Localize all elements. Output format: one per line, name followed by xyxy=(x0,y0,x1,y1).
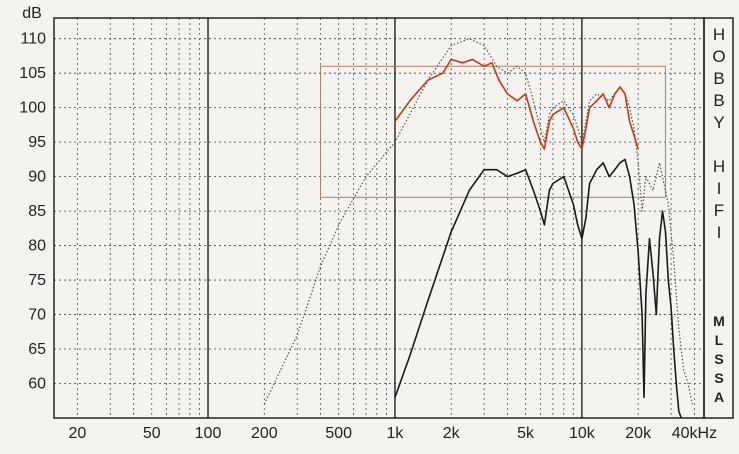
y-tick-labels: 60 65 70 75 80 85 90 95 100 105 110 xyxy=(19,31,46,393)
x-tick-label: 20 xyxy=(68,425,86,442)
side-panel xyxy=(703,17,734,419)
y-axis-label: dB xyxy=(22,5,42,22)
x-tick-labels: 20 50 100 200 500 1k 2k 5k 10k 20k 40kHz xyxy=(68,425,717,442)
side-letter: S xyxy=(714,351,723,367)
series-line-1 xyxy=(394,158,682,419)
y-tick-label: 100 xyxy=(19,100,46,117)
y-tick-label: 65 xyxy=(28,341,46,358)
x-tick-label: 20k xyxy=(625,425,652,442)
x-tick-label: 500 xyxy=(325,425,352,442)
x-tick-label: 5k xyxy=(517,425,535,442)
side-letter: H xyxy=(713,157,725,176)
y-tick-label: 95 xyxy=(28,134,46,151)
x-tick-label: 2k xyxy=(443,425,461,442)
series-line-2 xyxy=(263,38,693,405)
x-tick-label: 200 xyxy=(251,425,278,442)
x-tick-label: 100 xyxy=(195,425,222,442)
x-tick-label: 1k xyxy=(387,425,405,442)
y-tick-label: 70 xyxy=(28,307,46,324)
side-letter: Y xyxy=(713,113,724,132)
y-tick-label: 85 xyxy=(28,203,46,220)
y-tick-label: 75 xyxy=(28,272,46,289)
side-letter: L xyxy=(715,332,724,348)
y-tick-label: 80 xyxy=(28,238,46,255)
side-letter: M xyxy=(713,313,725,329)
x-tick-label: 50 xyxy=(143,425,161,442)
x-tick-label: 10k xyxy=(569,425,596,442)
series-group xyxy=(263,38,693,419)
series-line-3 xyxy=(394,58,639,150)
side-letter: B xyxy=(713,69,724,88)
grid xyxy=(54,18,704,418)
x-tick-label: 40kHz xyxy=(672,425,717,442)
side-letter: B xyxy=(713,91,724,110)
side-letter: O xyxy=(712,47,725,66)
side-letter: H xyxy=(713,25,725,44)
y-tick-label: 90 xyxy=(28,169,46,186)
side-letter: I xyxy=(717,179,722,198)
side-letter: S xyxy=(714,370,723,386)
y-tick-label: 60 xyxy=(28,376,46,393)
y-tick-label: 110 xyxy=(20,31,46,48)
side-letter: A xyxy=(714,389,724,405)
y-tick-label: 105 xyxy=(19,65,46,82)
side-letter: I xyxy=(717,223,722,242)
side-letter: F xyxy=(714,201,724,220)
